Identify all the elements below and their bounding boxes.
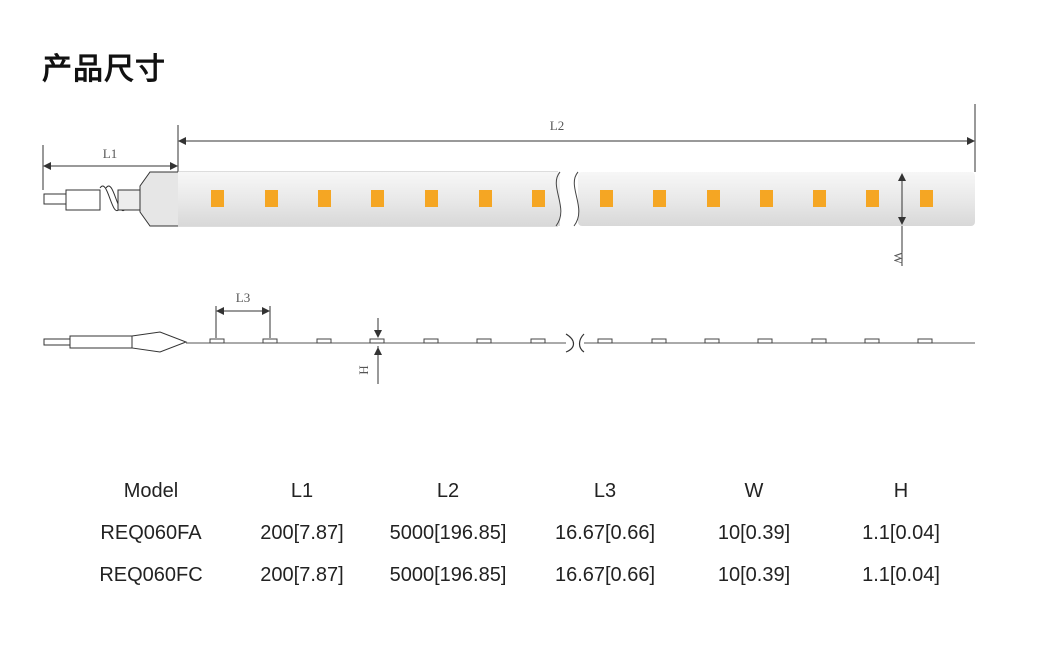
led-chip-side: [209, 338, 225, 344]
table-cell: 200[7.87]: [260, 563, 344, 586]
specs-table: Model L1 L2 L3 W H REQ060FA 200[7.87] 50…: [84, 470, 994, 596]
l2-label: L2: [550, 118, 564, 133]
led-chip: [265, 190, 278, 207]
table-cell: REQ060FA: [100, 521, 202, 544]
table-row: REQ060FC 200[7.87] 5000[196.85] 16.67[0.…: [84, 554, 994, 596]
led-row-top: [211, 190, 933, 207]
led-chip: [760, 190, 773, 207]
table-cell: 16.67[0.66]: [554, 563, 656, 586]
column-header: H: [893, 479, 909, 502]
led-chip: [920, 190, 933, 207]
table-header-row: Model L1 L2 L3 W H: [84, 470, 994, 512]
l3-label: L3: [236, 290, 250, 305]
led-chip-side: [651, 338, 667, 344]
led-chip-side: [476, 338, 492, 344]
led-row-side: [209, 338, 933, 344]
table-cell: 5000[196.85]: [389, 521, 507, 544]
l3-dimension: L3: [215, 290, 271, 338]
led-chip-side: [262, 338, 278, 344]
table-cell: REQ060FC: [99, 563, 203, 586]
h-label: H: [356, 365, 371, 374]
led-chip-side: [757, 338, 773, 344]
table-cell: 200[7.87]: [260, 521, 344, 544]
led-chip-side: [316, 338, 332, 344]
led-chip: [813, 190, 826, 207]
table-cell: 1.1[0.04]: [862, 521, 940, 544]
led-chip: [425, 190, 438, 207]
l1-dimension: L1: [42, 125, 179, 190]
led-chip: [653, 190, 666, 207]
table-cell: 16.67[0.66]: [554, 521, 656, 544]
h-dimension: H: [356, 318, 382, 384]
led-chip-side: [864, 338, 880, 344]
page-title: 产品尺寸: [42, 52, 166, 87]
led-chip: [600, 190, 613, 207]
column-header: L3: [593, 479, 617, 502]
column-header: L2: [436, 479, 460, 502]
table-cell: 5000[196.85]: [389, 563, 507, 586]
led-chip-side: [597, 338, 613, 344]
led-chip-side: [917, 338, 933, 344]
w-label: W: [891, 252, 906, 265]
table-cell: 10[0.39]: [717, 521, 791, 544]
led-chip: [479, 190, 492, 207]
led-chip-side: [530, 338, 546, 344]
table-cell: 10[0.39]: [717, 563, 791, 586]
column-header: Model: [123, 479, 179, 502]
column-header: W: [744, 479, 764, 502]
table-cell: 1.1[0.04]: [862, 563, 940, 586]
dimension-drawing: L1 L2 W: [42, 104, 976, 384]
led-chip: [866, 190, 879, 207]
led-strip-top: [178, 171, 975, 227]
w-dimension: W: [891, 173, 906, 266]
l2-dimension: L2: [178, 104, 976, 172]
led-chip: [371, 190, 384, 207]
led-chip: [707, 190, 720, 207]
cable-top: [43, 171, 181, 227]
led-chip-side: [369, 338, 385, 344]
led-strip-side: [43, 331, 975, 353]
led-chip: [532, 190, 545, 207]
led-chip: [318, 190, 331, 207]
table-row: REQ060FA 200[7.87] 5000[196.85] 16.67[0.…: [84, 512, 994, 554]
led-chip-side: [704, 338, 720, 344]
led-chip: [211, 190, 224, 207]
led-chip-side: [423, 338, 439, 344]
led-chip-side: [811, 338, 827, 344]
column-header: L1: [290, 479, 314, 502]
l1-label: L1: [103, 146, 117, 161]
